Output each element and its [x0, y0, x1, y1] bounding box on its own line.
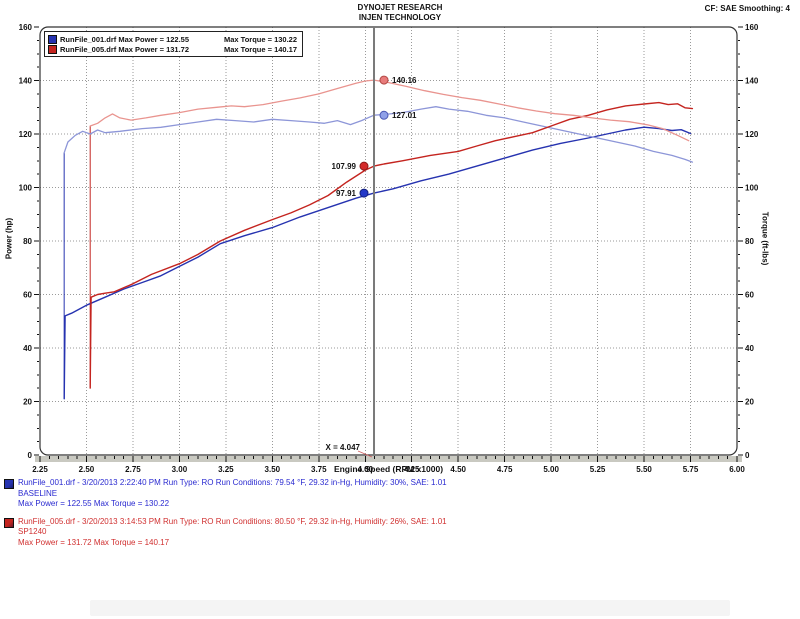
run1-max-line: Max Power = 122.55 Max Torque = 130.22 — [18, 499, 170, 508]
svg-text:140: 140 — [745, 77, 759, 86]
y-axis-label-torque: Torque (ft-lbs) — [760, 211, 770, 266]
legend-run1-power: RunFile_001.drf Max Power = 122.55 — [60, 34, 190, 44]
y-axis-label-power: Power (hp) — [4, 217, 14, 260]
svg-text:20: 20 — [23, 398, 32, 407]
svg-text:0: 0 — [745, 451, 750, 460]
cursor-marker — [359, 188, 369, 198]
run2-file-icon — [4, 517, 14, 528]
run2-name: SP1240 — [18, 527, 47, 536]
svg-text:2.25: 2.25 — [32, 465, 48, 474]
run2-color-swatch — [48, 44, 57, 54]
cursor-marker-value: 127.01 — [392, 111, 417, 120]
svg-text:5.50: 5.50 — [636, 465, 652, 474]
plot-border — [39, 26, 738, 456]
cursor-x-readout: X = 4.047 — [326, 443, 361, 452]
run1-color-swatch — [48, 34, 57, 44]
legend-run2-power: RunFile_005.drf Max Power = 131.72 — [60, 44, 190, 54]
curve-runfile-005-torque-ft-lbs- — [89, 79, 690, 142]
svg-text:4.75: 4.75 — [497, 465, 513, 474]
svg-text:4.00: 4.00 — [357, 465, 373, 474]
svg-text:160: 160 — [19, 23, 33, 32]
svg-text:60: 60 — [745, 291, 754, 300]
cursor-marker — [379, 110, 389, 120]
run1-details: RunFile_001.drf - 3/20/2013 2:22:40 PM R… — [4, 478, 796, 510]
svg-text:120: 120 — [19, 130, 33, 139]
x-axis-strip — [35, 456, 742, 462]
svg-text:160: 160 — [745, 23, 759, 32]
svg-text:40: 40 — [745, 344, 754, 353]
legend-run2-torque: Max Torque = 140.17 — [224, 44, 298, 54]
svg-text:3.50: 3.50 — [265, 465, 281, 474]
svg-text:0: 0 — [28, 451, 33, 460]
correction-smoothing-info: CF: SAE Smoothing: 4 — [704, 4, 790, 13]
svg-text:3.25: 3.25 — [218, 465, 234, 474]
svg-text:4.25: 4.25 — [404, 465, 420, 474]
svg-text:3.00: 3.00 — [172, 465, 188, 474]
svg-text:20: 20 — [745, 398, 754, 407]
bottom-watermark-strip — [90, 600, 730, 616]
run2-max-line: Max Power = 131.72 Max Torque = 140.17 — [18, 537, 170, 547]
run2-details: RunFile_005.drf - 3/20/2013 3:14:53 PM R… — [4, 517, 796, 549]
cursor-marker-value: 97.91 — [336, 189, 357, 198]
svg-text:4.50: 4.50 — [450, 465, 466, 474]
svg-text:3.75: 3.75 — [311, 465, 327, 474]
curve-runfile-001-power-hp- — [63, 126, 692, 400]
svg-text:60: 60 — [23, 291, 32, 300]
report-header: DYNOJET RESEARCH INJEN TECHNOLOGY — [0, 3, 800, 23]
dyno-chart: 2.25 2.50 2.75 3.00 3.25 3.50 3.75 4.00 4.25 4.50… — [4, 23, 770, 474]
legend-box: RunFile_001.drf Max Power = 122.55 Max T… — [44, 31, 304, 57]
svg-text:5.25: 5.25 — [590, 465, 606, 474]
run-details-footer: RunFile_001.drf - 3/20/2013 2:22:40 PM R… — [4, 478, 796, 555]
cursor-label-leader — [357, 450, 373, 458]
svg-text:100: 100 — [19, 184, 33, 193]
run2-conditions-line: RunFile_005.drf - 3/20/2013 3:14:53 PM R… — [18, 516, 447, 526]
svg-text:140: 140 — [19, 77, 33, 86]
cursor-marker-value: 140.16 — [392, 76, 417, 85]
svg-text:80: 80 — [745, 237, 754, 246]
svg-text:80: 80 — [23, 237, 32, 246]
legend-run1-torque: Max Torque = 130.22 — [224, 34, 298, 44]
svg-text:100: 100 — [745, 184, 759, 193]
cursor-marker — [379, 75, 389, 85]
svg-text:120: 120 — [745, 130, 759, 139]
svg-text:2.50: 2.50 — [79, 465, 95, 474]
x-axis-label: Engine Speed (RPM x1000) — [333, 464, 444, 474]
cursor-marker-value: 107.99 — [332, 162, 357, 171]
legend-row-run2: RunFile_005.drf Max Power = 131.72 Max T… — [48, 44, 297, 54]
svg-text:5.75: 5.75 — [683, 465, 699, 474]
run1-file-icon — [4, 479, 14, 489]
dyno-plot-canvas: 2.25 2.50 2.75 3.00 3.25 3.50 3.75 4.00 4.25 4.50… — [19, 23, 759, 474]
svg-text:40: 40 — [23, 344, 32, 353]
run1-conditions-line: RunFile_001.drf - 3/20/2013 2:22:40 PM R… — [18, 478, 447, 487]
svg-text:6.00: 6.00 — [729, 465, 745, 474]
svg-text:5.00: 5.00 — [543, 465, 559, 474]
curve-runfile-001-torque-ft-lbs- — [63, 106, 694, 163]
legend-row-run1: RunFile_001.drf Max Power = 122.55 Max T… — [48, 34, 297, 44]
header-title: DYNOJET RESEARCH — [357, 3, 443, 12]
svg-text:2.75: 2.75 — [125, 465, 141, 474]
curve-runfile-005-power-hp- — [89, 101, 694, 389]
header-subtitle: INJEN TECHNOLOGY — [358, 13, 442, 22]
run1-name: BASELINE — [18, 488, 58, 498]
cursor-marker — [359, 161, 369, 171]
